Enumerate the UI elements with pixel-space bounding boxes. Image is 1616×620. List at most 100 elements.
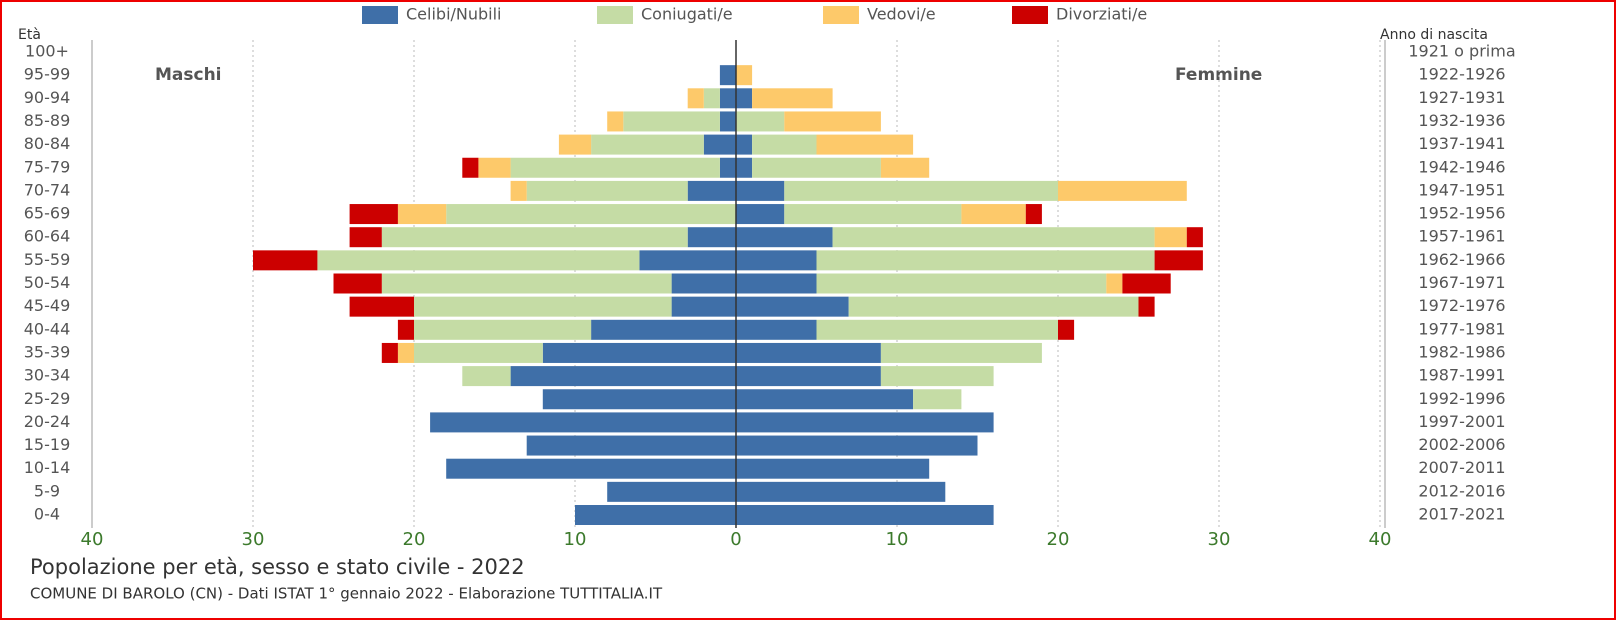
y2-tick-label: 1927-1931 bbox=[1418, 88, 1505, 107]
bar-right bbox=[1154, 227, 1187, 248]
y-tick-label: 100+ bbox=[25, 42, 69, 61]
y-tick-label: 5-9 bbox=[34, 481, 60, 500]
legend-swatch bbox=[597, 6, 633, 24]
bar-right bbox=[1058, 180, 1187, 201]
y-tick-label: 85-89 bbox=[24, 111, 71, 130]
bar-left bbox=[719, 65, 736, 86]
x-tick-label: 30 bbox=[1208, 529, 1231, 550]
bar-left bbox=[526, 180, 688, 201]
bar-left bbox=[510, 366, 736, 387]
x-tick-label: 20 bbox=[1047, 529, 1070, 550]
bar-left bbox=[414, 342, 543, 363]
y-tick-label: 55-59 bbox=[24, 250, 71, 269]
y2-tick-label: 2017-2021 bbox=[1418, 505, 1505, 524]
bar-left bbox=[719, 111, 736, 132]
bar-left bbox=[510, 180, 527, 201]
x-tick-label: 40 bbox=[81, 529, 104, 550]
bar-left bbox=[671, 273, 736, 294]
bar-right bbox=[736, 227, 833, 248]
legend-label: Coniugati/e bbox=[641, 5, 733, 24]
bar-left bbox=[414, 296, 672, 317]
bar-right bbox=[736, 88, 753, 109]
bar-left bbox=[703, 88, 720, 109]
bar-right bbox=[736, 204, 785, 225]
bar-right bbox=[736, 180, 785, 201]
y2-tick-label: 1957-1961 bbox=[1418, 227, 1505, 246]
y-tick-label: 10-14 bbox=[24, 458, 71, 477]
bar-right bbox=[736, 342, 881, 363]
x-tick-label: 30 bbox=[242, 529, 265, 550]
bar-right bbox=[832, 227, 1155, 248]
bar-right bbox=[736, 412, 994, 433]
bar-left bbox=[349, 227, 382, 248]
bar-left bbox=[430, 412, 736, 433]
bar-right bbox=[880, 157, 930, 178]
y-tick-label: 25-29 bbox=[24, 389, 71, 408]
x-tick-label: 20 bbox=[403, 529, 426, 550]
bar-right bbox=[1122, 273, 1171, 294]
y2-tick-label: 2007-2011 bbox=[1418, 458, 1505, 477]
y2-tick-label: 1947-1951 bbox=[1418, 180, 1505, 199]
bar-right bbox=[736, 481, 946, 502]
bar-right bbox=[1138, 296, 1155, 317]
legend-swatch bbox=[823, 6, 859, 24]
bar-right bbox=[1058, 319, 1075, 340]
left-label: Maschi bbox=[155, 65, 222, 85]
x-tick-label: 10 bbox=[886, 529, 909, 550]
bar-right bbox=[736, 250, 817, 271]
y2-tick-label: 1987-1991 bbox=[1418, 366, 1505, 385]
y-tick-label: 40-44 bbox=[24, 319, 71, 338]
bar-right bbox=[736, 157, 753, 178]
bar-right bbox=[1154, 250, 1203, 271]
y-tick-label: 90-94 bbox=[24, 88, 71, 107]
bar-left bbox=[397, 319, 414, 340]
bar-left bbox=[607, 481, 736, 502]
y2-axis-label: Anno di nascita bbox=[1380, 27, 1488, 43]
y-tick-label: 20-24 bbox=[24, 412, 71, 431]
legend-swatch bbox=[1012, 6, 1048, 24]
bar-right bbox=[961, 204, 1026, 225]
y-tick-label: 0-4 bbox=[34, 505, 60, 524]
y2-tick-label: 1982-1986 bbox=[1418, 342, 1505, 361]
bar-left bbox=[462, 366, 511, 387]
legend-label: Celibi/Nubili bbox=[406, 5, 502, 24]
bar-left bbox=[671, 296, 736, 317]
bar-left bbox=[381, 342, 398, 363]
bar-left bbox=[542, 389, 736, 410]
bar-left bbox=[478, 157, 511, 178]
bar-right bbox=[736, 505, 994, 525]
y-tick-label: 50-54 bbox=[24, 273, 71, 292]
bar-right bbox=[816, 250, 1155, 271]
x-tick-label: 10 bbox=[564, 529, 587, 550]
y-axis-label: Età bbox=[18, 27, 41, 43]
bar-left bbox=[462, 157, 479, 178]
bar-left bbox=[687, 180, 736, 201]
bar-left bbox=[623, 111, 720, 132]
y2-tick-label: 1997-2001 bbox=[1418, 412, 1505, 431]
bar-right bbox=[1106, 273, 1123, 294]
bar-right bbox=[736, 319, 817, 340]
bar-left bbox=[253, 250, 318, 271]
bar-right bbox=[752, 88, 833, 109]
bar-left bbox=[510, 157, 720, 178]
x-tick-label: 40 bbox=[1369, 529, 1392, 550]
chart-title: Popolazione per età, sesso e stato civil… bbox=[30, 555, 525, 579]
bar-left bbox=[719, 88, 736, 109]
y2-tick-label: 2002-2006 bbox=[1418, 435, 1505, 454]
bar-right bbox=[784, 111, 881, 132]
bar-right bbox=[736, 458, 930, 479]
legend-label: Vedovi/e bbox=[867, 5, 936, 24]
bar-left bbox=[349, 296, 414, 317]
y2-tick-label: 1942-1946 bbox=[1418, 157, 1505, 176]
bar-left bbox=[687, 88, 704, 109]
bar-right bbox=[880, 342, 1042, 363]
bar-left bbox=[687, 227, 736, 248]
bar-left bbox=[349, 204, 398, 225]
y2-tick-label: 1952-1956 bbox=[1418, 204, 1505, 223]
y2-tick-label: 1922-1926 bbox=[1418, 65, 1505, 84]
y-tick-label: 30-34 bbox=[24, 366, 71, 385]
bar-right bbox=[1025, 204, 1042, 225]
bar-right bbox=[736, 65, 753, 86]
x-tick-label: 0 bbox=[730, 529, 741, 550]
